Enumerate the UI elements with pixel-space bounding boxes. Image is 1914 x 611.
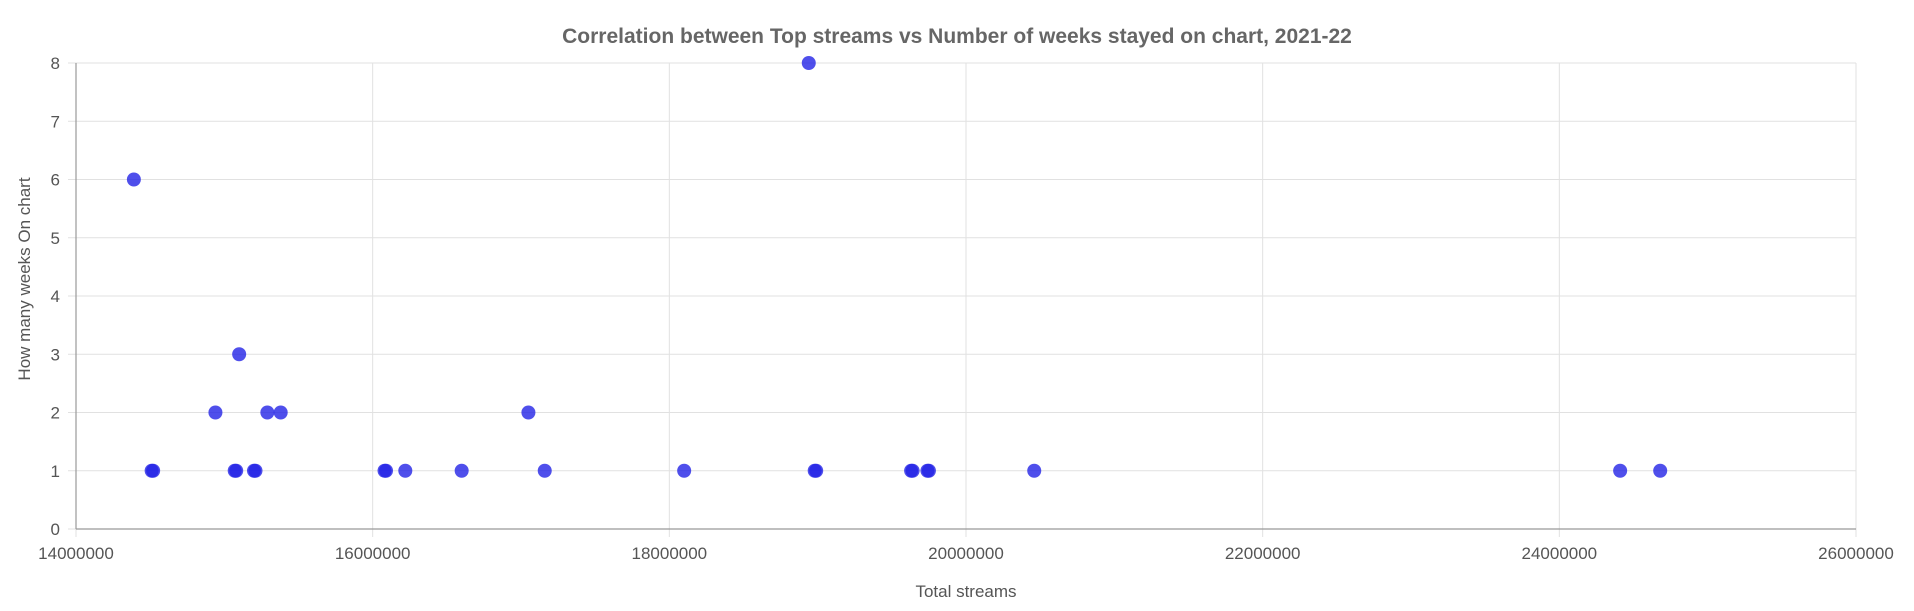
x-tick-label: 22000000 — [1225, 544, 1301, 563]
y-tick-label: 8 — [51, 54, 60, 73]
x-axis-title: Total streams — [915, 582, 1016, 601]
x-tick-label: 18000000 — [632, 544, 708, 563]
scatter-point — [454, 463, 469, 478]
y-tick-label: 4 — [51, 287, 60, 306]
scatter-point — [921, 463, 936, 478]
scatter-point — [905, 463, 920, 478]
x-tick-label: 16000000 — [335, 544, 411, 563]
scatter-point — [537, 463, 552, 478]
scatter-point — [232, 347, 247, 362]
scatter-point — [809, 463, 824, 478]
y-tick-label: 7 — [51, 112, 60, 131]
data-points — [126, 56, 1668, 478]
grid — [68, 62, 1857, 537]
axes: 14000000 16000000 18000000 20000000 22000000… — [38, 54, 1894, 563]
y-tick-label: 5 — [51, 229, 60, 248]
x-tick-label: 26000000 — [1818, 544, 1894, 563]
y-axis-title: How many weeks On chart — [15, 177, 34, 380]
scatter-point — [229, 463, 244, 478]
x-tick-label: 14000000 — [38, 544, 114, 563]
scatter-point — [146, 463, 161, 478]
scatter-point — [677, 463, 692, 478]
scatter-point — [126, 172, 141, 187]
scatter-point — [521, 405, 536, 420]
scatter-point — [1653, 463, 1668, 478]
scatter-point — [1613, 463, 1628, 478]
scatter-point — [208, 405, 223, 420]
x-tick-label: 20000000 — [928, 544, 1004, 563]
scatter-point — [801, 56, 816, 70]
chart-title: Correlation between Top streams vs Numbe… — [562, 25, 1352, 48]
y-tick-label: 2 — [51, 404, 60, 423]
y-tick-label: 0 — [51, 520, 60, 539]
x-tick-label: 24000000 — [1522, 544, 1598, 563]
scatter-point — [248, 463, 263, 478]
scatter-point — [398, 463, 413, 478]
scatter-point — [379, 463, 394, 478]
scatter-point — [260, 405, 275, 420]
scatter-point — [273, 405, 288, 420]
y-tick-label: 3 — [51, 345, 60, 364]
y-tick-label: 1 — [51, 462, 60, 481]
scatter-point — [1027, 463, 1042, 478]
y-tick-label: 6 — [51, 171, 60, 190]
